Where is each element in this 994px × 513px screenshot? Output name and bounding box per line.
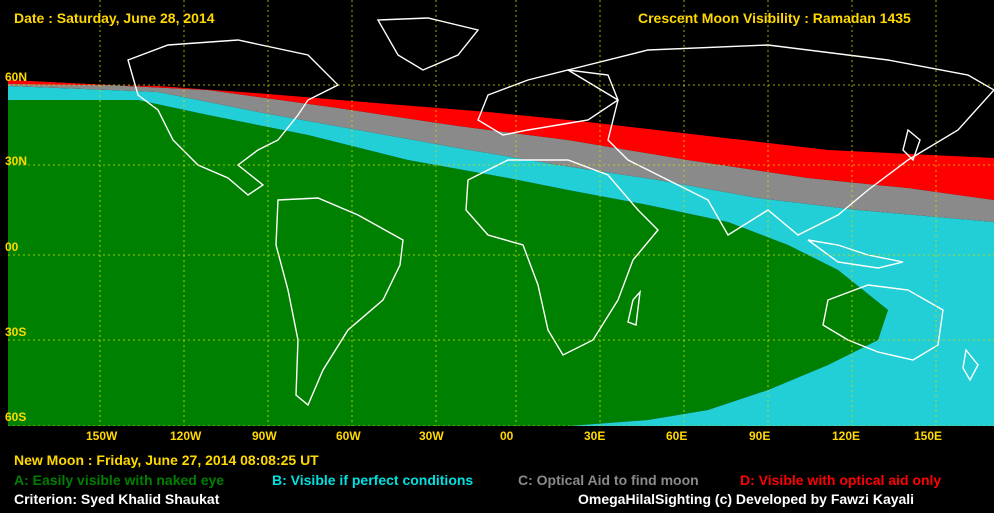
date-label: Date : Saturday, June 28, 2014 <box>14 10 215 26</box>
criterion-label: Criterion: Syed Khalid Shaukat <box>14 491 220 507</box>
lon-label-120e: 120E <box>832 429 861 443</box>
lon-label-00: 00 <box>500 429 514 443</box>
legend-zone-d: D: Visible with optical aid only <box>740 472 942 488</box>
new-moon-label: New Moon : Friday, June 27, 2014 08:08:2… <box>14 452 319 468</box>
lon-label-150w: 150W <box>86 429 118 443</box>
lat-label-00: 00 <box>5 240 19 254</box>
lon-label-30w: 30W <box>419 429 444 443</box>
lat-label-30s: 30S <box>5 325 27 339</box>
lat-label-30n: 30N <box>5 154 28 168</box>
legend-zone-c: C: Optical Aid to find moon <box>518 472 699 488</box>
legend-zone-b: B: Visible if perfect conditions <box>272 472 474 488</box>
lon-label-90e: 90E <box>749 429 771 443</box>
legend-zone-a: A: Easily visible with naked eye <box>14 472 225 488</box>
lat-label-60s: 60S <box>5 410 27 424</box>
credit-label: OmegaHilalSighting (c) Developed by Fawz… <box>578 491 915 507</box>
map-title: Crescent Moon Visibility : Ramadan 1435 <box>638 10 911 26</box>
zone-a-region <box>8 100 888 426</box>
lat-label-60n: 60N <box>5 70 28 84</box>
zone-b-region <box>8 86 994 426</box>
lon-label-90w: 90W <box>252 429 277 443</box>
lon-label-30e: 30E <box>584 429 606 443</box>
lon-label-60w: 60W <box>336 429 361 443</box>
lon-label-120w: 120W <box>170 429 202 443</box>
continent-outlines <box>127 17 994 407</box>
world-map <box>8 0 994 426</box>
graticule <box>8 0 994 426</box>
zone-c-region <box>8 80 994 222</box>
lon-label-150e: 150E <box>914 429 943 443</box>
lon-label-60e: 60E <box>666 429 688 443</box>
